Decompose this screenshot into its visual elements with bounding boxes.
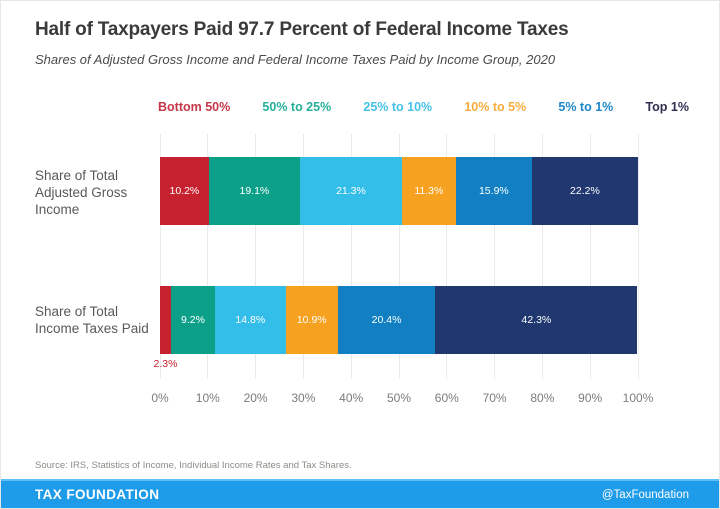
- gridline: [446, 134, 448, 379]
- agi-bar-row: 10.2% 19.1% 21.3% 11.3% 15.9% 22.2%: [160, 157, 638, 225]
- x-axis: 0% 10% 20% 30% 40% 50% 60% 70% 80% 90% 100%: [151, 391, 653, 407]
- row-label-agi: Share of Total Adjusted Gross Income: [35, 168, 128, 217]
- segment-label: 19.1%: [239, 185, 270, 197]
- bar-segment: 2.3%: [154, 286, 177, 370]
- legend-item: Top 1%: [645, 100, 689, 114]
- bar-segment: 42.3%: [435, 286, 638, 354]
- gridline: [637, 134, 639, 379]
- twitter-handle-text: @TaxFoundation: [601, 488, 689, 501]
- bar-segment: 9.2%: [170, 286, 215, 354]
- gridline: [255, 134, 257, 379]
- legend: Bottom 50% 50% to 25% 25% to 10% 10% to 5% 5…: [158, 100, 689, 114]
- x-axis-tick-label: 30%: [291, 391, 316, 405]
- bar-segment: 21.3%: [300, 157, 402, 225]
- x-axis-tick-label: 50%: [386, 391, 412, 405]
- segment-label: 11.3%: [414, 185, 444, 197]
- x-axis-tick-label: 40%: [339, 391, 364, 405]
- bar-segment: 19.1%: [208, 157, 301, 225]
- x-axis-tick-label: 100%: [622, 391, 654, 405]
- x-axis-tick-label: 0%: [151, 391, 169, 405]
- gridline: [541, 134, 543, 379]
- legend-item: 25% to 10%: [363, 100, 433, 114]
- segment-label: 42.3%: [521, 314, 552, 326]
- bar-segment: 11.3%: [401, 157, 456, 225]
- legend-item: 10% to 5%: [464, 100, 527, 114]
- bar-segment: 10.2%: [160, 157, 209, 225]
- x-axis-tick-label: 80%: [530, 391, 555, 405]
- brand-text: TAX FOUNDATION: [35, 487, 160, 502]
- x-axis-tick-label: 10%: [195, 391, 220, 405]
- x-axis-tick-label: 60%: [434, 391, 459, 405]
- gridline: [302, 134, 304, 379]
- chart-subtitle: Shares of Adjusted Gross Income and Fede…: [35, 52, 556, 67]
- bar-segment: 22.2%: [531, 157, 638, 225]
- segment-label: 10.9%: [296, 314, 327, 326]
- legend-item: 5% to 1%: [558, 100, 614, 114]
- gridline: [398, 134, 400, 379]
- x-axis-tick-label: 70%: [482, 391, 507, 405]
- segment-label-outside: 2.3%: [153, 358, 178, 370]
- segment-label: 14.8%: [235, 314, 266, 326]
- gridline: [589, 134, 591, 379]
- x-axis-tick-label: 90%: [578, 391, 603, 405]
- segment-label: 21.3%: [336, 185, 366, 197]
- segment-label: 9.2%: [181, 314, 205, 326]
- chart-area: 10.2% 19.1% 21.3% 11.3% 15.9% 22.2% 2.3% 9.2% 1…: [154, 134, 639, 379]
- gridline: [350, 134, 352, 379]
- footer-bar: TAX FOUNDATION @TaxFoundation: [1, 479, 719, 508]
- segment-label: 22.2%: [570, 185, 600, 197]
- bar-segment: 14.8%: [214, 286, 286, 354]
- bar-segment: 20.4%: [337, 286, 436, 354]
- source-note: Source: IRS, Statistics of Income, Indiv…: [35, 460, 352, 471]
- chart-title: Half of Taxpayers Paid 97.7 Percent of F…: [35, 19, 569, 40]
- gridline: [494, 134, 496, 379]
- legend-item: 50% to 25%: [262, 100, 332, 114]
- bar-segment: 10.9%: [285, 286, 338, 354]
- segment-label: 15.9%: [478, 185, 509, 197]
- gridline: [159, 134, 161, 379]
- row-label-taxes: Share of Total Income Taxes Paid: [35, 304, 149, 336]
- x-axis-tick-label: 20%: [243, 391, 268, 405]
- bar-segment: 15.9%: [455, 157, 532, 225]
- gridline: [207, 134, 209, 379]
- taxes-bar-row: 2.3% 9.2% 14.8% 10.9% 20.4% 42.3%: [154, 286, 638, 370]
- legend-item: Bottom 50%: [158, 100, 231, 114]
- segment-label: 10.2%: [169, 185, 200, 197]
- segment-label: 20.4%: [371, 314, 402, 326]
